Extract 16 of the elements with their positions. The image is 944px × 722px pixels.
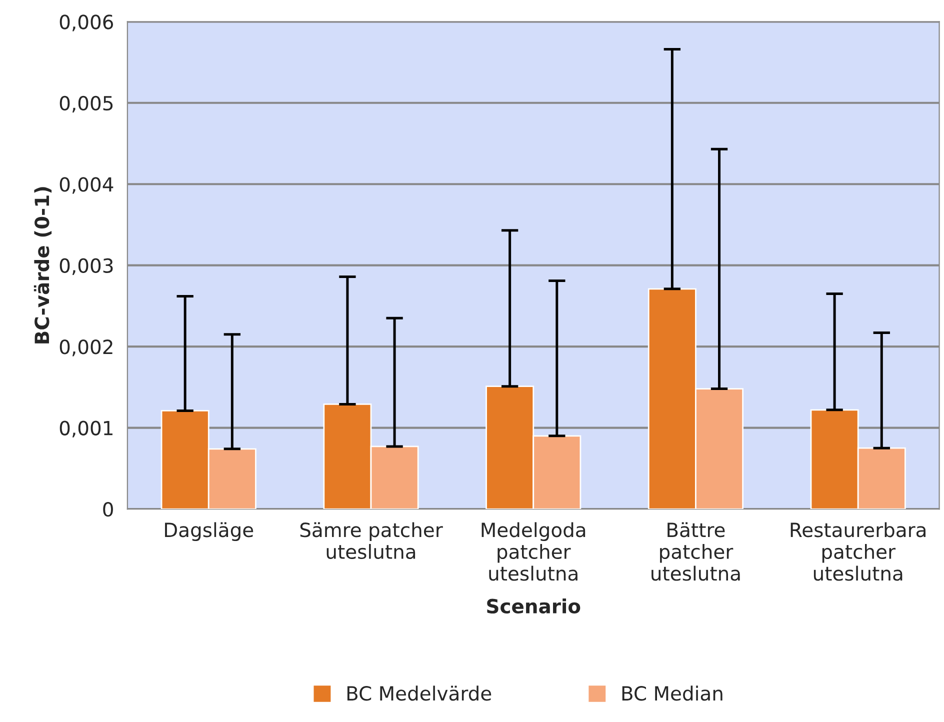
y-axis-title: BC-värde (0-1): [34, 187, 52, 344]
y-tick-label: 0,002: [60, 340, 112, 356]
x-tick-label: Sämre patcher uteslutna: [300, 522, 443, 560]
y-tick-label: 0,006: [60, 14, 114, 32]
x-axis-title: Scenario: [487, 598, 580, 614]
y-tick-label: 0,001: [60, 420, 112, 438]
y-tick-label: 0: [103, 502, 113, 517]
legend-label: BC Medelvärde: [347, 686, 492, 701]
x-tick-label: Medelgoda patcher uteslutna: [482, 522, 586, 581]
legend-label: BC Median: [622, 686, 722, 701]
x-tick-label: Dagsläge: [165, 522, 254, 542]
y-tick-label: 0,004: [60, 177, 114, 194]
y-tick-label: 0,003: [60, 258, 113, 275]
y-tick-label: 0,005: [60, 96, 113, 113]
x-tick-label: Restaurerbara patcher uteslutna: [790, 522, 926, 581]
x-tick-label: Bättre patcher uteslutna: [652, 522, 740, 581]
